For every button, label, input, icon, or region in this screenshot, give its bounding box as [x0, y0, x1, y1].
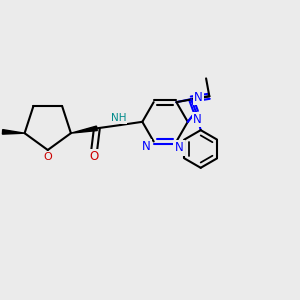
Text: N: N [193, 113, 202, 126]
Text: O: O [89, 150, 99, 163]
Polygon shape [2, 130, 25, 134]
Polygon shape [71, 126, 97, 133]
Text: O: O [44, 152, 52, 162]
Text: N: N [175, 142, 183, 154]
Text: NH: NH [111, 113, 126, 123]
Text: N: N [142, 140, 151, 153]
Text: N: N [194, 91, 203, 104]
